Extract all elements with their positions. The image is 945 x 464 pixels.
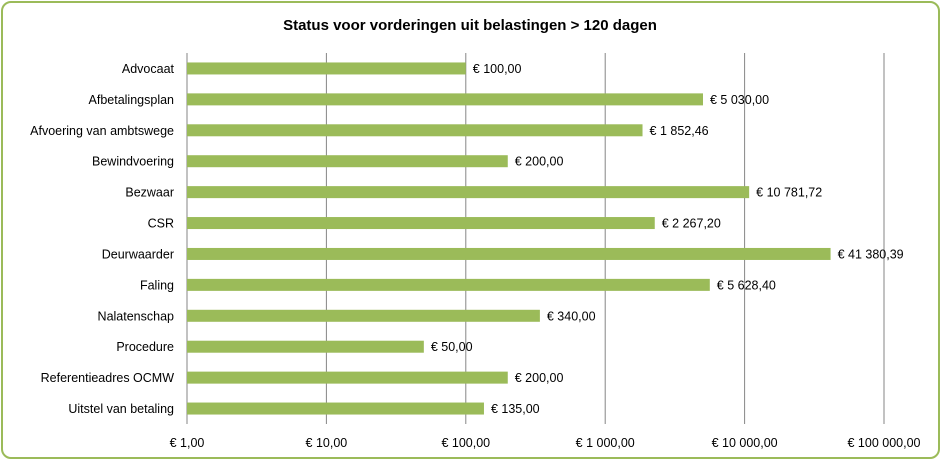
x-tick-label: € 1 000,00 [576,436,635,450]
value-label: € 2 267,20 [662,217,721,231]
value-label: € 5 030,00 [710,93,769,107]
bar [187,186,750,199]
category-label: Nalatenschap [98,309,174,323]
value-label: € 1 852,46 [650,124,709,138]
value-label: € 41 380,39 [838,247,904,261]
value-label: € 100,00 [473,62,522,76]
bar [187,62,466,75]
value-label: € 200,00 [515,155,564,169]
category-label: CSR [148,217,174,231]
value-labels: € 100,00 € 5 030,00 € 1 852,46 € 200,00 € 10… [431,62,904,416]
category-label: Faling [140,278,174,292]
bar [187,93,703,106]
value-label: € 200,00 [515,371,564,385]
category-label: Uitstel van betaling [68,402,174,416]
category-label: Afbetalingsplan [89,93,175,107]
bar [187,402,484,415]
x-tick-label: € 1,00 [170,436,205,450]
bar [187,340,424,353]
bar [187,124,643,137]
value-label: € 50,00 [431,340,473,354]
category-label: Deurwaarder [102,247,174,261]
bars [187,62,831,415]
x-tick-label: € 10 000,00 [712,436,778,450]
value-label: € 340,00 [547,309,596,323]
x-tick-label: € 100,00 [441,436,490,450]
category-labels: Advocaat Afbetalingsplan Afvoering van amb… [30,62,174,416]
bar [187,155,508,168]
bar [187,309,540,322]
bar [187,371,508,384]
category-label: Procedure [116,340,174,354]
category-label: Bewindvoering [92,155,174,169]
bar [187,247,831,260]
x-tick-label: € 10,00 [306,436,348,450]
chart-title: Status voor vorderingen uit belastingen … [283,17,657,34]
value-label: € 10 781,72 [756,186,822,200]
value-label: € 5 628,40 [717,278,776,292]
category-label: Afvoering van ambtswege [30,124,174,138]
category-label: Advocaat [122,62,175,76]
value-label: € 135,00 [491,402,540,416]
x-tick-label: € 100 000,00 [848,436,921,450]
bar [187,278,710,291]
category-label: Bezwaar [125,186,174,200]
category-label: Referentieadres OCMW [41,371,175,385]
x-axis-tick-labels: € 1,00 € 10,00 € 100,00 € 1 000,00 € 10 000,… [170,436,921,450]
bar [187,217,655,230]
gridlines [186,53,885,424]
